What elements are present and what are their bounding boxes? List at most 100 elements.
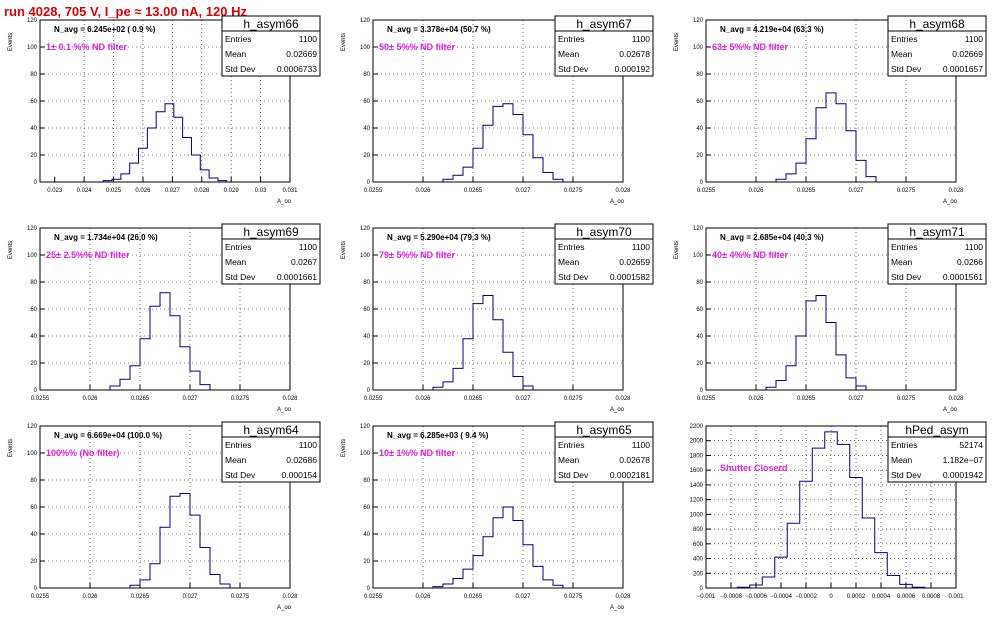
y-tick-label: 80 [363, 72, 370, 78]
stats-label-mean: Mean [891, 49, 913, 59]
y-tick-label: 120 [360, 226, 371, 232]
x-tick-label: 0.0265 [464, 188, 483, 194]
hist-svg-7: 0.0255 0.026 0.0265 0.027 0.0275 0.028 0 20 40 60… [341, 421, 654, 611]
y-tick-label: 40 [30, 334, 37, 340]
stats-value-std: 0.0001657 [943, 64, 983, 74]
x-tick-label: −0.0008 [720, 594, 743, 600]
x-tick-label: 0.026 [82, 396, 98, 402]
filter-note: 100%% (No filter) [46, 448, 120, 458]
filter-note: 50± 5%% ND filter [379, 42, 455, 52]
y-tick-label: 100 [360, 253, 371, 259]
y-tick-label: 40 [363, 126, 370, 132]
filter-note: 10± 1%% ND filter [379, 448, 455, 458]
x-tick-label: 0.026 [748, 396, 764, 402]
y-tick-label: 40 [696, 126, 703, 132]
x-tick-label: −0.0002 [795, 594, 818, 600]
stats-box [887, 421, 987, 483]
stats-value-mean: 0.02678 [619, 455, 650, 465]
hist-svg-6: 0.0255 0.026 0.0265 0.027 0.0275 0.028 0 20 40 60… [8, 421, 321, 611]
y-tick-label: 20 [30, 559, 37, 565]
x-axis-label: A_oo [277, 199, 292, 205]
y-tick-label: 800 [693, 527, 704, 533]
stats-value-std: 0.0001582 [610, 272, 650, 282]
y-tick-label: 80 [696, 280, 703, 286]
navg-label: N_avg = 4.219e+04 (63.3 %) [720, 25, 824, 34]
y-tick-label: 100 [27, 253, 38, 259]
hist-pad-h-asym70: 0.0255 0.026 0.0265 0.027 0.0275 0.028 0 20 40 60… [333, 218, 665, 426]
x-axis-label: A_oo [277, 407, 292, 413]
y-tick-label: 20 [363, 153, 370, 159]
x-tick-label: 0.028 [615, 594, 631, 600]
x-tick-label: 0.027 [515, 188, 531, 194]
stats-label-std: Std Dev [225, 64, 256, 74]
x-tick-label: 0.0275 [231, 594, 250, 600]
x-tick-label: 0.0265 [797, 396, 816, 402]
x-tick-label: 0.0255 [364, 594, 383, 600]
y-tick-label: 100 [360, 45, 371, 51]
stats-value-mean: 0.02669 [286, 49, 317, 59]
x-tick-label: 0.0265 [131, 396, 150, 402]
y-tick-label: 80 [696, 72, 703, 78]
histogram-outline [109, 292, 211, 390]
y-tick-label: 100 [27, 451, 38, 457]
y-tick-label: 1800 [690, 453, 704, 459]
stats-value-mean: 0.02686 [286, 455, 317, 465]
stats-value-mean: 0.02669 [952, 49, 983, 59]
stats-label-mean: Mean [225, 455, 247, 465]
y-axis-label: Events [8, 439, 14, 457]
stats-label-entries: Entries [891, 242, 917, 252]
stats-value-entries: 1100 [632, 34, 651, 44]
hist-svg-1: 0.0255 0.026 0.0265 0.027 0.0275 0.028 0 20 40 60… [341, 15, 654, 205]
stats-value-mean: 0.02659 [619, 257, 650, 267]
y-tick-label: 80 [30, 478, 37, 484]
x-tick-label: 0.0275 [564, 396, 583, 402]
x-tick-label: 0.031 [282, 188, 298, 194]
stats-label-std: Std Dev [891, 470, 922, 480]
stats-value-entries: 1100 [299, 34, 318, 44]
stats-label-std: Std Dev [225, 272, 256, 282]
stats-value-std: 0.0001661 [277, 272, 317, 282]
x-tick-label: 0.0004 [872, 594, 891, 600]
navg-label: N_avg = 3.378e+04 (50.7 %) [387, 25, 491, 34]
stats-label-entries: Entries [891, 440, 917, 450]
x-tick-label: 0.0265 [464, 396, 483, 402]
y-tick-label: 40 [696, 334, 703, 340]
stats-label-std: Std Dev [558, 272, 589, 282]
stats-box [221, 223, 321, 285]
stats-box [554, 15, 654, 77]
y-tick-label: 20 [696, 153, 703, 159]
hist-pad-h-asym68: 0.0255 0.026 0.0265 0.027 0.0275 0.028 0 20 40 60… [666, 10, 998, 218]
stats-label-entries: Entries [225, 440, 251, 450]
x-tick-label: 0 [829, 594, 833, 600]
x-tick-label: 0.027 [165, 188, 181, 194]
x-tick-label: −0.0006 [745, 594, 768, 600]
y-tick-label: 0 [34, 388, 38, 394]
stats-value-std: 0.0001561 [943, 272, 983, 282]
stats-label-entries: Entries [558, 440, 584, 450]
run-title: run 4028, 705 V, I_pe ≈ 13.00 nA, 120 Hz [4, 4, 247, 19]
hist-pad-h-asym66: 0.023 0.024 0.025 0.026 0.027 0.028 0.029 0.03 0… [0, 10, 332, 218]
y-tick-label: 60 [30, 505, 37, 511]
x-tick-label: 0.028 [948, 188, 964, 194]
x-tick-label: 0.029 [224, 188, 240, 194]
y-tick-label: 1000 [690, 512, 704, 518]
y-tick-label: 60 [696, 307, 703, 313]
x-tick-label: 0.0275 [564, 594, 583, 600]
y-axis-label: Events [674, 241, 680, 259]
hist-svg-0: 0.023 0.024 0.025 0.026 0.027 0.028 0.029 0.03 0… [8, 15, 321, 205]
hist-svg-3: 0.0255 0.026 0.0265 0.027 0.0275 0.028 0 20 40 60… [8, 223, 321, 413]
stats-value-mean: 1.182e−07 [943, 455, 984, 465]
y-tick-label: 100 [27, 45, 38, 51]
filter-note: 63± 5%% ND filter [712, 42, 788, 52]
y-axis-label: Events [341, 33, 347, 51]
stats-label-std: Std Dev [558, 64, 589, 74]
stats-value-std: 0.000192 [615, 64, 651, 74]
stats-value-entries: 1100 [299, 440, 318, 450]
x-tick-label: 0.027 [848, 188, 864, 194]
filter-note: 1± 0.1 %% ND filter [46, 42, 127, 52]
hist-pad-h-asym64: 0.0255 0.026 0.0265 0.027 0.0275 0.028 0 20 40 60… [0, 416, 332, 624]
histogram-title: h_asym70 [576, 225, 632, 239]
y-tick-label: 1600 [690, 468, 704, 474]
y-tick-label: 120 [360, 18, 371, 24]
stats-label-mean: Mean [225, 257, 247, 267]
